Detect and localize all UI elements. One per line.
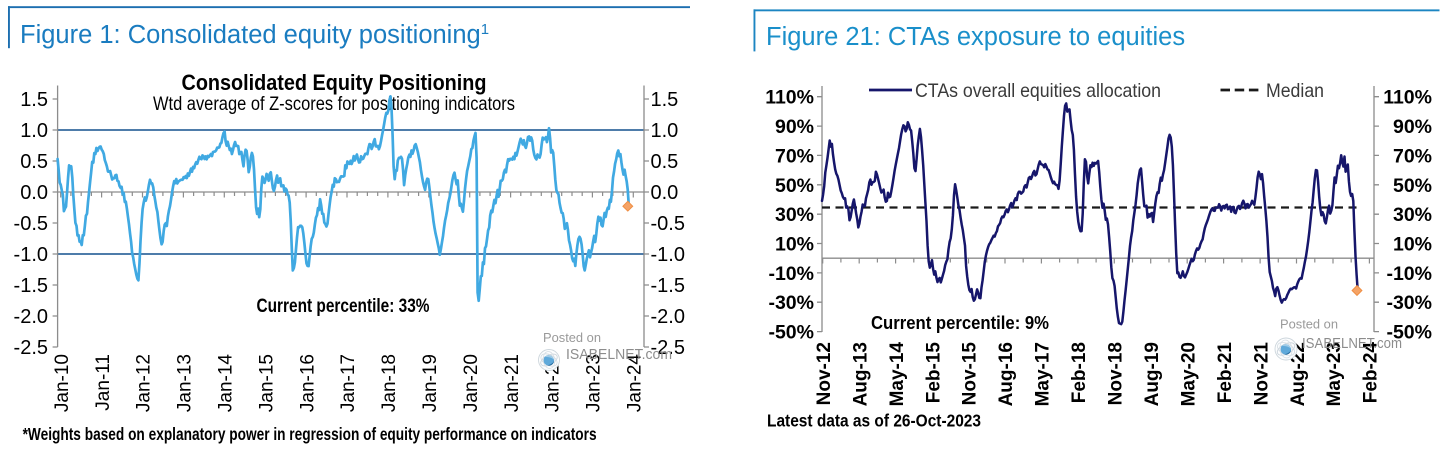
svg-text:-0.5: -0.5 — [651, 213, 685, 235]
svg-text:-1.0: -1.0 — [651, 244, 685, 266]
svg-text:Latest data as of 26-Oct-2023: Latest data as of 26-Oct-2023 — [767, 411, 981, 431]
svg-text:Jan-24: Jan-24 — [625, 354, 646, 413]
svg-text:0.0: 0.0 — [651, 182, 679, 204]
svg-text:70%: 70% — [1393, 145, 1432, 167]
svg-text:-10%: -10% — [768, 263, 814, 285]
svg-text:110%: 110% — [765, 87, 814, 109]
svg-text:30%: 30% — [1393, 204, 1432, 226]
svg-text:May-17: May-17 — [1033, 342, 1054, 406]
svg-text:Median: Median — [1266, 80, 1324, 102]
svg-text:-30%: -30% — [1386, 292, 1432, 314]
svg-text:Posted on: Posted on — [543, 330, 601, 345]
svg-text:-50%: -50% — [768, 322, 814, 344]
svg-text:Aug-22: Aug-22 — [1288, 342, 1309, 406]
svg-text:1.0: 1.0 — [651, 120, 679, 142]
svg-text:-2.0: -2.0 — [651, 306, 685, 328]
svg-text:Jan-20: Jan-20 — [461, 354, 482, 412]
svg-text:-30%: -30% — [768, 292, 814, 314]
svg-text:90%: 90% — [775, 116, 814, 138]
svg-text:1.5: 1.5 — [20, 89, 48, 111]
svg-text:Feb-24: Feb-24 — [1361, 342, 1382, 404]
svg-text:CTAs overall equities allocati: CTAs overall equities allocation — [915, 80, 1161, 102]
svg-text:-1.5: -1.5 — [14, 275, 48, 297]
svg-text:Jan-13: Jan-13 — [175, 354, 196, 412]
svg-text:Jan-18: Jan-18 — [379, 354, 400, 412]
svg-text:May-23: May-23 — [1324, 342, 1345, 406]
svg-text:Consolidated Equity Positionin: Consolidated Equity Positioning — [182, 70, 487, 95]
svg-text:1.5: 1.5 — [651, 89, 679, 111]
svg-text:Jan-21: Jan-21 — [502, 354, 523, 412]
svg-text:Nov-15: Nov-15 — [960, 342, 981, 406]
svg-text:Jan-12: Jan-12 — [134, 354, 155, 412]
svg-text:ISABELNET.com: ISABELNET.com — [566, 346, 672, 363]
svg-text:Jan-14: Jan-14 — [216, 354, 237, 413]
svg-text:10%: 10% — [775, 234, 814, 256]
svg-text:Current percentile: 9%: Current percentile: 9% — [871, 312, 1049, 333]
svg-text:10%: 10% — [1393, 234, 1432, 256]
svg-text:Figure 21: CTAs exposure to eq: Figure 21: CTAs exposure to equities — [766, 23, 1185, 51]
svg-text:Current percentile: 33%: Current percentile: 33% — [257, 296, 430, 317]
svg-text:Nov-12: Nov-12 — [814, 342, 835, 405]
svg-text:-2.5: -2.5 — [651, 337, 685, 359]
svg-text:50%: 50% — [1393, 175, 1432, 197]
svg-text:Nov-18: Nov-18 — [1106, 342, 1127, 405]
svg-text:Jan-17: Jan-17 — [338, 354, 359, 412]
svg-text:30%: 30% — [775, 204, 814, 226]
svg-text:Jan-23: Jan-23 — [584, 354, 605, 412]
svg-text:ISABELNET.com: ISABELNET.com — [1302, 335, 1402, 352]
svg-text:50%: 50% — [775, 175, 814, 197]
svg-text:110%: 110% — [1383, 87, 1432, 109]
svg-text:-2.0: -2.0 — [14, 306, 48, 328]
svg-text:Jan-19: Jan-19 — [420, 354, 441, 412]
svg-text:Jan-16: Jan-16 — [297, 354, 318, 412]
svg-text:-1.0: -1.0 — [14, 244, 48, 266]
svg-text:Feb-18: Feb-18 — [1069, 342, 1090, 403]
svg-text:*Weights based on explanatory: *Weights based on explanatory power in r… — [23, 424, 597, 444]
svg-text:May-14: May-14 — [887, 342, 908, 407]
svg-text:Posted on: Posted on — [1280, 317, 1338, 332]
svg-text:-50%: -50% — [1386, 322, 1432, 344]
svg-text:Feb-15: Feb-15 — [923, 342, 944, 404]
svg-text:1.0: 1.0 — [20, 120, 48, 142]
svg-text:Jan-15: Jan-15 — [256, 354, 277, 412]
svg-text:0.5: 0.5 — [651, 151, 679, 173]
svg-text:Jan-11: Jan-11 — [93, 354, 114, 411]
svg-text:Aug-16: Aug-16 — [996, 342, 1017, 406]
svg-text:0.0: 0.0 — [20, 182, 48, 204]
svg-text:Figure 1: Consolidated equity: Figure 1: Consolidated equity positionin… — [20, 21, 489, 49]
svg-text:-10%: -10% — [1386, 263, 1432, 285]
svg-text:-1.5: -1.5 — [651, 275, 685, 297]
svg-text:90%: 90% — [1393, 116, 1432, 138]
svg-text:-0.5: -0.5 — [14, 213, 48, 235]
svg-text:0.5: 0.5 — [20, 151, 48, 173]
svg-text:Jan-10: Jan-10 — [52, 354, 73, 412]
svg-text:Aug-13: Aug-13 — [850, 342, 871, 406]
svg-text:Nov-21: Nov-21 — [1251, 342, 1272, 406]
svg-text:-2.5: -2.5 — [14, 337, 48, 359]
svg-text:Feb-21: Feb-21 — [1215, 342, 1236, 404]
svg-text:May-20: May-20 — [1178, 342, 1199, 406]
svg-text:Wtd average of Z-scores for po: Wtd average of Z-scores for positioning … — [153, 94, 515, 115]
svg-text:70%: 70% — [775, 145, 814, 167]
svg-text:Aug-19: Aug-19 — [1142, 342, 1163, 406]
